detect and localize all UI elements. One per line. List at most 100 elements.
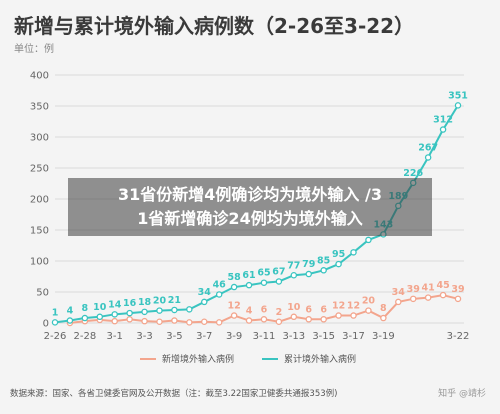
series-0-data-label-23: 39 (407, 284, 420, 295)
series-0-data-label-16: 6 (305, 304, 312, 315)
series-1-data-label-1: 4 (67, 306, 74, 317)
series-0-point-18 (335, 312, 342, 319)
series-0-point-26 (454, 295, 462, 303)
watermark: 知乎 @靖杉 (438, 389, 486, 399)
series-1-point-17 (305, 270, 312, 278)
series-1-point-6 (141, 308, 148, 316)
series-0-point-13 (260, 316, 268, 323)
series-1-data-label-24: 226 (403, 168, 423, 179)
series-1-point-10 (201, 298, 208, 306)
series-0-data-label-11: 12 (227, 301, 240, 312)
series-0-data-label-25: 45 (436, 280, 449, 291)
banner-line-1: 31省份新增4例确诊均为境外输入 /3 (118, 185, 382, 204)
y-tick-label-1: 50 (36, 288, 49, 299)
series-1-point-27 (454, 102, 462, 109)
series-0-point-22 (395, 298, 402, 306)
series-1-point-8 (171, 306, 178, 314)
series-0-data-label-18: 12 (332, 301, 345, 312)
legend-new: 新增境外输入病例 (140, 352, 234, 365)
series-0-point-23 (409, 295, 417, 303)
x-tick-label-1: 2-28 (74, 331, 97, 342)
series-0-point-15 (290, 313, 298, 321)
series-0-point-6 (156, 318, 163, 326)
series-1-data-label-17: 79 (302, 259, 315, 270)
series-0-point-8 (186, 319, 193, 326)
series-1-point-15 (275, 278, 283, 285)
series-0-point-11 (230, 312, 238, 319)
series-1-point-12 (230, 283, 238, 291)
series-0-data-label-26: 39 (451, 284, 464, 295)
series-0-point-14 (275, 318, 283, 326)
series-0-point-21 (380, 314, 387, 322)
series-1-data-label-8: 21 (168, 295, 181, 306)
legend-new-swatch (140, 357, 156, 360)
chart-title: 新增与累计境外输入病例数（2-26至3-22） (14, 14, 415, 38)
series-1-point-21 (365, 236, 372, 244)
x-tick-label-0: 2-26 (44, 331, 67, 342)
series-1-data-label-16: 77 (287, 260, 300, 271)
series-1-data-label-0: 1 (52, 307, 59, 318)
x-tick-label-3: 3-3 (136, 331, 152, 342)
legend-cumulative: 累计境外输入病例 (262, 352, 356, 365)
x-tick-label-12: 3-22 (447, 331, 470, 342)
legend-new-label: 新增境外输入病例 (162, 355, 235, 365)
y-tick-label-6: 300 (30, 133, 49, 144)
y-tick-label-8: 400 (30, 71, 49, 82)
series-1-point-0 (51, 319, 59, 326)
y-tick-label-7: 350 (30, 102, 49, 113)
series-0-point-12 (245, 317, 253, 324)
series-0-point-3 (111, 317, 118, 325)
series-1-point-25 (424, 154, 432, 161)
x-tick-label-7: 3-11 (253, 331, 276, 342)
series-0-point-10 (215, 319, 223, 326)
x-tick-label-5: 3-7 (196, 331, 212, 342)
y-tick-label-2: 100 (30, 257, 49, 268)
series-0-point-16 (305, 316, 312, 323)
series-1-point-16 (290, 272, 298, 279)
series-1-data-label-27: 351 (448, 90, 468, 101)
series-1-point-18 (320, 267, 327, 274)
series-0-point-9 (201, 318, 208, 326)
series-0-point-20 (365, 307, 372, 314)
series-0-point-4 (126, 316, 133, 323)
series-0-point-7 (171, 317, 178, 324)
series-1-point-9 (186, 306, 193, 313)
x-tick-label-9: 3-15 (312, 331, 335, 342)
series-1-data-label-15: 67 (272, 266, 285, 277)
series-1-point-13 (245, 281, 253, 289)
series-1-data-label-14: 65 (257, 268, 270, 279)
headline-banner: 31省份新增4例确诊均为境外输入 /3 1省新增确诊24例均为境外输入 (68, 178, 432, 236)
series-1-data-label-2: 8 (82, 303, 89, 314)
y-tick-label-0: 0 (43, 319, 49, 330)
series-0-data-label-20: 20 (362, 296, 376, 307)
series-1-point-19 (335, 260, 342, 268)
series-1-point-14 (260, 279, 268, 286)
series-0-point-25 (439, 291, 447, 299)
series-0-point-24 (424, 294, 432, 301)
x-tick-label-2: 3-1 (107, 331, 123, 342)
x-tick-label-8: 3-13 (282, 331, 305, 342)
y-tick-label-4: 200 (30, 195, 49, 206)
unit-label: 单位：例 (14, 44, 54, 55)
series-1-point-3 (96, 313, 104, 321)
series-0-data-label-13: 6 (261, 304, 268, 315)
x-tick-label-4: 3-5 (166, 331, 182, 342)
series-0-point-5 (141, 317, 148, 325)
series-1-point-4 (111, 311, 118, 318)
series-1-data-label-26: 312 (433, 115, 453, 126)
y-tick-label-5: 250 (30, 164, 49, 175)
series-0-point-19 (350, 312, 357, 319)
series-1-point-7 (156, 307, 163, 314)
series-0-data-label-22: 34 (392, 287, 406, 298)
banner-line-2: 1省新增确诊24例均为境外输入 (137, 209, 363, 228)
series-1-data-label-18: 85 (317, 255, 330, 266)
series-1-point-2 (81, 314, 89, 322)
series-1-point-11 (215, 291, 223, 298)
series-0-data-label-24: 41 (422, 283, 435, 294)
legend-cumulative-label: 累计境外输入病例 (284, 355, 357, 365)
series-1-data-label-13: 61 (242, 270, 255, 281)
series-0-data-label-19: 12 (347, 301, 360, 312)
series-1-point-20 (350, 249, 357, 256)
series-0-data-label-21: 8 (380, 303, 387, 314)
